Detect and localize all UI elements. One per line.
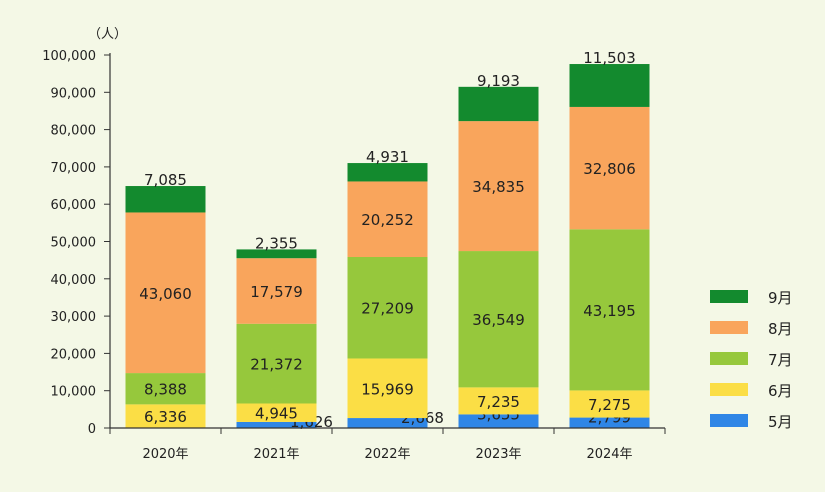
x-axis-ticks: 2020年 2021年 2022年 2023年 2024年	[109, 428, 666, 462]
bar-segment	[458, 414, 539, 428]
legend-label: 8月	[768, 320, 793, 338]
data-label: 43,195	[583, 302, 636, 320]
bar-segment	[236, 323, 317, 404]
legend-swatch	[710, 352, 748, 365]
bar-segment	[569, 229, 650, 391]
bar-segment	[125, 373, 206, 405]
x-tick-label: 2021年	[253, 447, 299, 462]
bar-segment	[347, 418, 428, 428]
y-tick-label: 100,000	[42, 49, 96, 64]
bar-segment	[458, 121, 539, 252]
x-tick-label: 2020年	[142, 447, 188, 462]
legend-label: 6月	[768, 382, 793, 400]
legend-swatch	[710, 383, 748, 396]
bar-segment	[458, 86, 539, 122]
bar-segment	[125, 404, 206, 428]
bar-segment	[236, 249, 317, 259]
data-label: 34,835	[472, 178, 525, 196]
x-tick-label: 2023年	[475, 447, 521, 462]
data-label: 20,252	[361, 211, 414, 229]
y-tick-label: 0	[88, 422, 96, 437]
data-label: 2,355	[255, 234, 298, 252]
data-label: 4,945	[255, 405, 298, 423]
data-label: 7,275	[588, 396, 631, 414]
bar-segment	[236, 421, 317, 428]
data-label: 21,372	[250, 356, 303, 374]
data-label: 9,193	[477, 72, 520, 90]
x-tick-label: 2024年	[586, 447, 632, 462]
bar-segment	[125, 186, 206, 213]
legend-swatch	[710, 290, 748, 303]
y-tick-label: 90,000	[51, 86, 97, 101]
bar-segment	[236, 258, 317, 324]
data-label: 7,235	[477, 393, 520, 411]
y-tick-label: 20,000	[51, 347, 97, 362]
bar-segment	[236, 403, 317, 422]
legend-swatch	[710, 321, 748, 334]
y-tick-label: 40,000	[51, 273, 97, 288]
y-tick-label: 50,000	[51, 236, 97, 251]
data-label: 11,503	[583, 49, 636, 67]
data-label: 8,388	[144, 381, 187, 399]
data-label: 6,336	[144, 408, 187, 426]
data-label: 27,209	[361, 300, 414, 318]
y-axis-unit-label: （人）	[88, 27, 127, 42]
y-axis-ticks: 0 10,000 20,000 30,000 40,000 50,000 60,000 70,…	[42, 49, 110, 437]
legend-label: 7月	[768, 351, 793, 369]
bar-segment	[347, 358, 428, 419]
bar-segment	[569, 417, 650, 428]
y-tick-label: 30,000	[51, 310, 97, 325]
legend-label: 5月	[768, 413, 793, 431]
bar-segment	[458, 251, 539, 388]
x-tick-label: 2022年	[364, 447, 410, 462]
data-label: 15,969	[361, 380, 414, 398]
y-tick-label: 10,000	[51, 385, 97, 400]
data-label: 43,060	[139, 285, 192, 303]
bar-segment	[347, 256, 428, 359]
bar-segment	[458, 387, 539, 415]
legend-swatch	[710, 414, 748, 427]
y-tick-label: 60,000	[51, 198, 97, 213]
legend: 9月 8月 7月 6月 5月	[710, 289, 793, 431]
y-tick-label: 70,000	[51, 161, 97, 176]
data-label: 7,085	[144, 171, 187, 189]
data-label: 17,579	[250, 283, 303, 301]
data-label: 32,806	[583, 160, 636, 178]
bar-segment	[569, 390, 650, 418]
axes-group	[109, 53, 665, 429]
data-label: 4,931	[366, 148, 409, 166]
bar-segment	[569, 64, 650, 107]
bar-segment	[347, 163, 428, 182]
bar-segment	[347, 181, 428, 257]
data-label: 36,549	[472, 311, 525, 329]
y-tick-label: 80,000	[51, 124, 97, 139]
bars-group: 6,3368,38843,0607,0851,6264,94521,37217,…	[125, 49, 650, 431]
bar-segment	[125, 212, 206, 374]
legend-label: 9月	[768, 289, 793, 307]
bar-segment	[569, 106, 650, 230]
